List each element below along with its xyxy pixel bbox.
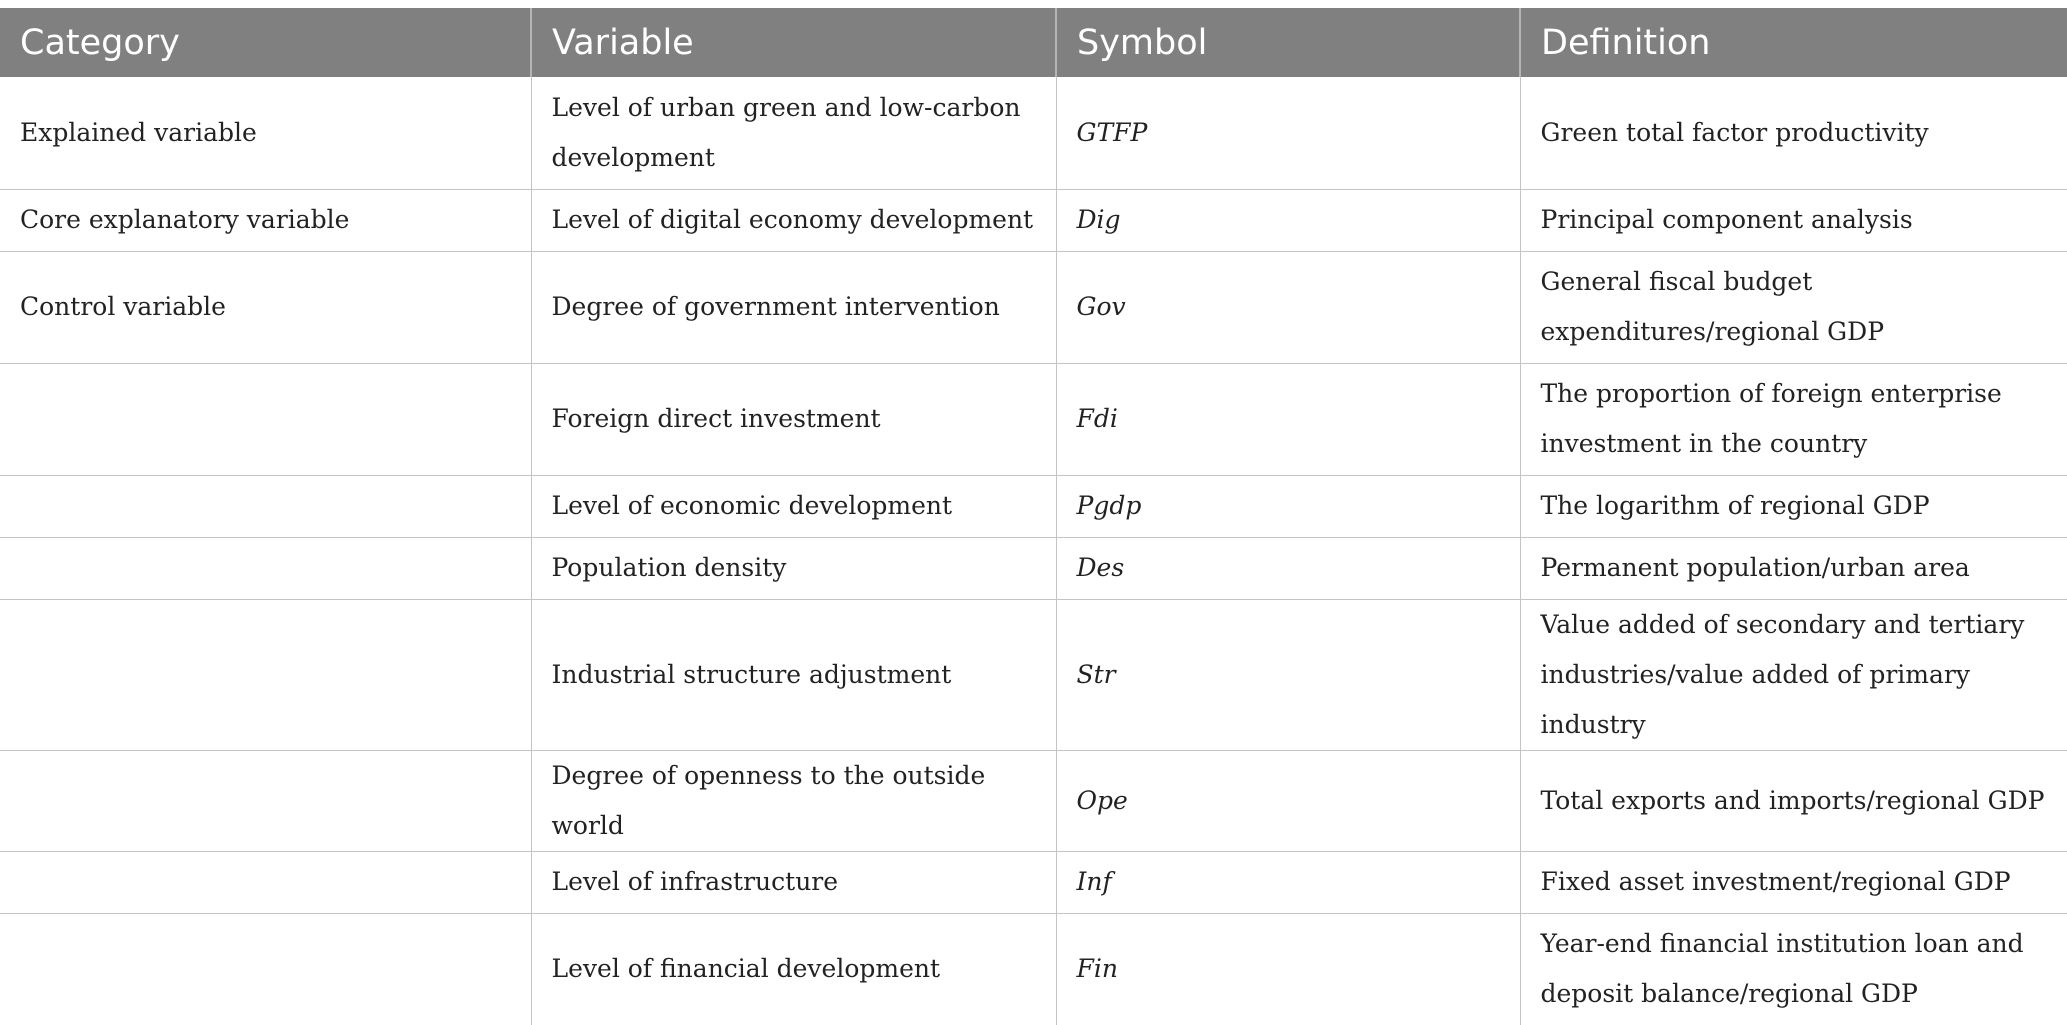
cell-category bbox=[0, 599, 532, 751]
cell-variable: Degree of government intervention bbox=[531, 251, 1057, 364]
header-variable: Variable bbox=[531, 8, 1057, 77]
cell-variable: Level of financial development bbox=[531, 913, 1057, 1025]
table-row: Level of economic development Pgdp The l… bbox=[0, 475, 2067, 538]
table-body: Explained variable Level of urban green … bbox=[0, 77, 2067, 1025]
cell-category bbox=[0, 851, 532, 914]
cell-symbol: Fin bbox=[1056, 913, 1521, 1025]
cell-category bbox=[0, 750, 532, 852]
table-row: Population density Des Permanent populat… bbox=[0, 537, 2067, 600]
cell-variable: Level of urban green and low-carbon deve… bbox=[531, 77, 1057, 190]
variables-table-container: Category Variable Symbol Definition Expl… bbox=[0, 8, 2067, 1025]
cell-symbol: Dig bbox=[1056, 189, 1521, 252]
cell-category: Control variable bbox=[0, 251, 532, 364]
cell-category bbox=[0, 363, 532, 476]
header-category: Category bbox=[0, 8, 532, 77]
cell-symbol: GTFP bbox=[1056, 77, 1521, 190]
cell-symbol: Pgdp bbox=[1056, 475, 1521, 538]
cell-symbol: Gov bbox=[1056, 251, 1521, 364]
cell-definition: The proportion of foreign enterprise inv… bbox=[1520, 363, 2067, 476]
cell-category bbox=[0, 537, 532, 600]
cell-variable: Level of digital economy development bbox=[531, 189, 1057, 252]
cell-category bbox=[0, 475, 532, 538]
cell-category: Core explanatory variable bbox=[0, 189, 532, 252]
cell-variable: Foreign direct investment bbox=[531, 363, 1057, 476]
cell-definition: Year-end financial institution loan and … bbox=[1540, 929, 2024, 1009]
cell-definition: Total exports and imports/regional GDP bbox=[1520, 750, 2067, 852]
table-row: Industrial structure adjustment Str Valu… bbox=[0, 599, 2067, 751]
cell-definition: The logarithm of regional GDP bbox=[1520, 475, 2067, 538]
cell-definition: Fixed asset investment/regional GDP bbox=[1520, 851, 2067, 914]
cell-category: Explained variable bbox=[0, 77, 532, 190]
header-definition: Definition bbox=[1520, 8, 2067, 77]
table-row: Explained variable Level of urban green … bbox=[0, 77, 2067, 190]
cell-definition: Permanent population/urban area bbox=[1520, 537, 2067, 600]
table-row: Control variable Degree of government in… bbox=[0, 251, 2067, 364]
table-row: Core explanatory variable Level of digit… bbox=[0, 189, 2067, 252]
table-header: Category Variable Symbol Definition bbox=[0, 8, 2067, 77]
cell-symbol: Des bbox=[1056, 537, 1521, 600]
cell-variable: Level of infrastructure bbox=[531, 851, 1057, 914]
cell-category bbox=[0, 913, 532, 1025]
cell-symbol: Ope bbox=[1056, 750, 1521, 852]
cell-symbol: Inf bbox=[1056, 851, 1521, 914]
header-row: Category Variable Symbol Definition bbox=[0, 8, 2067, 77]
variables-table: Category Variable Symbol Definition Expl… bbox=[0, 8, 2067, 1025]
cell-definition: General fiscal budget expenditures/regio… bbox=[1520, 251, 2067, 364]
cell-definition: Green total factor productivity bbox=[1520, 77, 2067, 190]
table-row: Level of financial development Fin Year-… bbox=[0, 913, 2067, 1025]
cell-variable: Level of economic development bbox=[531, 475, 1057, 538]
table-row: Level of infrastructure Inf Fixed asset … bbox=[0, 851, 2067, 914]
table-row: Degree of openness to the outside world … bbox=[0, 750, 2067, 852]
header-symbol: Symbol bbox=[1056, 8, 1521, 77]
cell-definition: Principal component analysis bbox=[1520, 189, 2067, 252]
cell-symbol: Fdi bbox=[1056, 363, 1521, 476]
cell-definition: Value added of secondary and tertiary in… bbox=[1520, 599, 2067, 751]
cell-variable: Population density bbox=[531, 537, 1057, 600]
cell-symbol: Str bbox=[1056, 599, 1521, 751]
table-row: Foreign direct investment Fdi The propor… bbox=[0, 363, 2067, 476]
cell-variable: Degree of openness to the outside world bbox=[531, 750, 1057, 852]
cell-variable: Industrial structure adjustment bbox=[531, 599, 1057, 751]
